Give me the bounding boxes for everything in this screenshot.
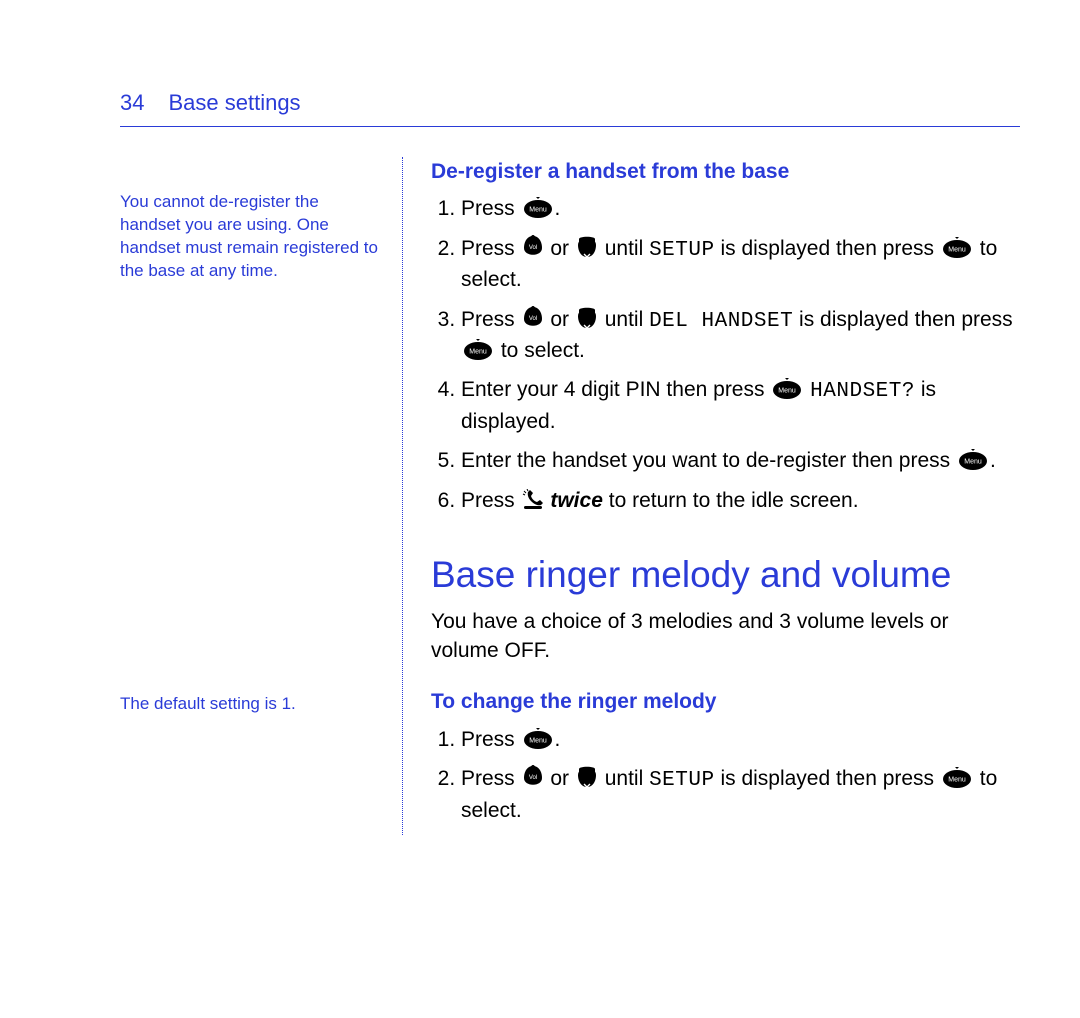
- lcd-text: DEL HANDSET: [649, 310, 793, 333]
- melody-step-2: Press or until SETUP is displayed then p…: [461, 764, 1020, 825]
- main-content: De-register a handset from the base Pres…: [431, 157, 1020, 835]
- text: .: [555, 197, 561, 220]
- text: Press: [461, 767, 521, 790]
- menu-icon: [522, 728, 554, 750]
- down-icon: [576, 306, 598, 330]
- deregister-steps: Press . Press or until SETUP is displaye…: [431, 194, 1020, 515]
- text: until: [605, 237, 649, 260]
- deregister-heading: De-register a handset from the base: [431, 157, 1020, 186]
- melody-steps: Press . Press or until SETUP is displaye…: [431, 725, 1020, 825]
- page-number: 34: [120, 90, 144, 116]
- step-3: Press or until DEL HANDSET is displayed …: [461, 305, 1020, 366]
- text: or: [550, 308, 575, 331]
- text: Press: [461, 197, 521, 220]
- step-4: Enter your 4 digit PIN then press HANDSE…: [461, 375, 1020, 436]
- text: or: [550, 767, 575, 790]
- text: to select.: [501, 339, 585, 362]
- menu-icon: [462, 339, 494, 361]
- side-note-default: The default setting is 1.: [120, 693, 380, 716]
- sidebar-notes: You cannot de-register the handset you a…: [120, 157, 403, 835]
- up-icon: [522, 306, 544, 330]
- text: to return to the idle screen.: [609, 489, 859, 512]
- text: .: [555, 728, 561, 751]
- ringer-intro: You have a choice of 3 melodies and 3 vo…: [431, 607, 1020, 666]
- text: Press: [461, 489, 521, 512]
- text: is displayed then press: [720, 237, 939, 260]
- menu-icon: [522, 197, 554, 219]
- up-icon: [522, 235, 544, 259]
- text: .: [990, 449, 996, 472]
- text: is displayed then press: [720, 767, 939, 790]
- text: Press: [461, 308, 521, 331]
- text: is displayed then press: [799, 308, 1013, 331]
- text: Enter your 4 digit PIN then press: [461, 378, 770, 401]
- page-header: 34 Base settings: [120, 90, 1020, 116]
- step-2: Press or until SETUP is displayed then p…: [461, 234, 1020, 295]
- lcd-text: SETUP: [649, 239, 715, 262]
- text: Press: [461, 728, 521, 751]
- menu-icon: [941, 237, 973, 259]
- lcd-text: HANDSET?: [810, 380, 915, 403]
- down-icon: [576, 235, 598, 259]
- emphasis: twice: [550, 489, 603, 512]
- text: Press: [461, 237, 521, 260]
- menu-icon: [957, 449, 989, 471]
- up-icon: [522, 765, 544, 789]
- down-icon: [576, 765, 598, 789]
- text: Enter the handset you want to de-registe…: [461, 449, 956, 472]
- text: until: [605, 767, 649, 790]
- ringer-heading: Base ringer melody and volume: [431, 549, 1020, 601]
- manual-page: 34 Base settings You cannot de-register …: [0, 0, 1080, 835]
- lcd-text: SETUP: [649, 769, 715, 792]
- menu-icon: [771, 378, 803, 400]
- melody-step-1: Press .: [461, 725, 1020, 754]
- change-melody-heading: To change the ringer melody: [431, 687, 1020, 716]
- text: until: [605, 308, 649, 331]
- two-column-layout: You cannot de-register the handset you a…: [120, 157, 1020, 835]
- side-note-deregister: You cannot de-register the handset you a…: [120, 191, 380, 283]
- step-5: Enter the handset you want to de-registe…: [461, 446, 1020, 475]
- phone-icon: [522, 489, 544, 511]
- step-6: Press twice to return to the idle screen…: [461, 486, 1020, 515]
- section-title: Base settings: [168, 90, 300, 116]
- header-rule: [120, 126, 1020, 127]
- step-1: Press .: [461, 194, 1020, 223]
- text: or: [550, 237, 575, 260]
- menu-icon: [941, 767, 973, 789]
